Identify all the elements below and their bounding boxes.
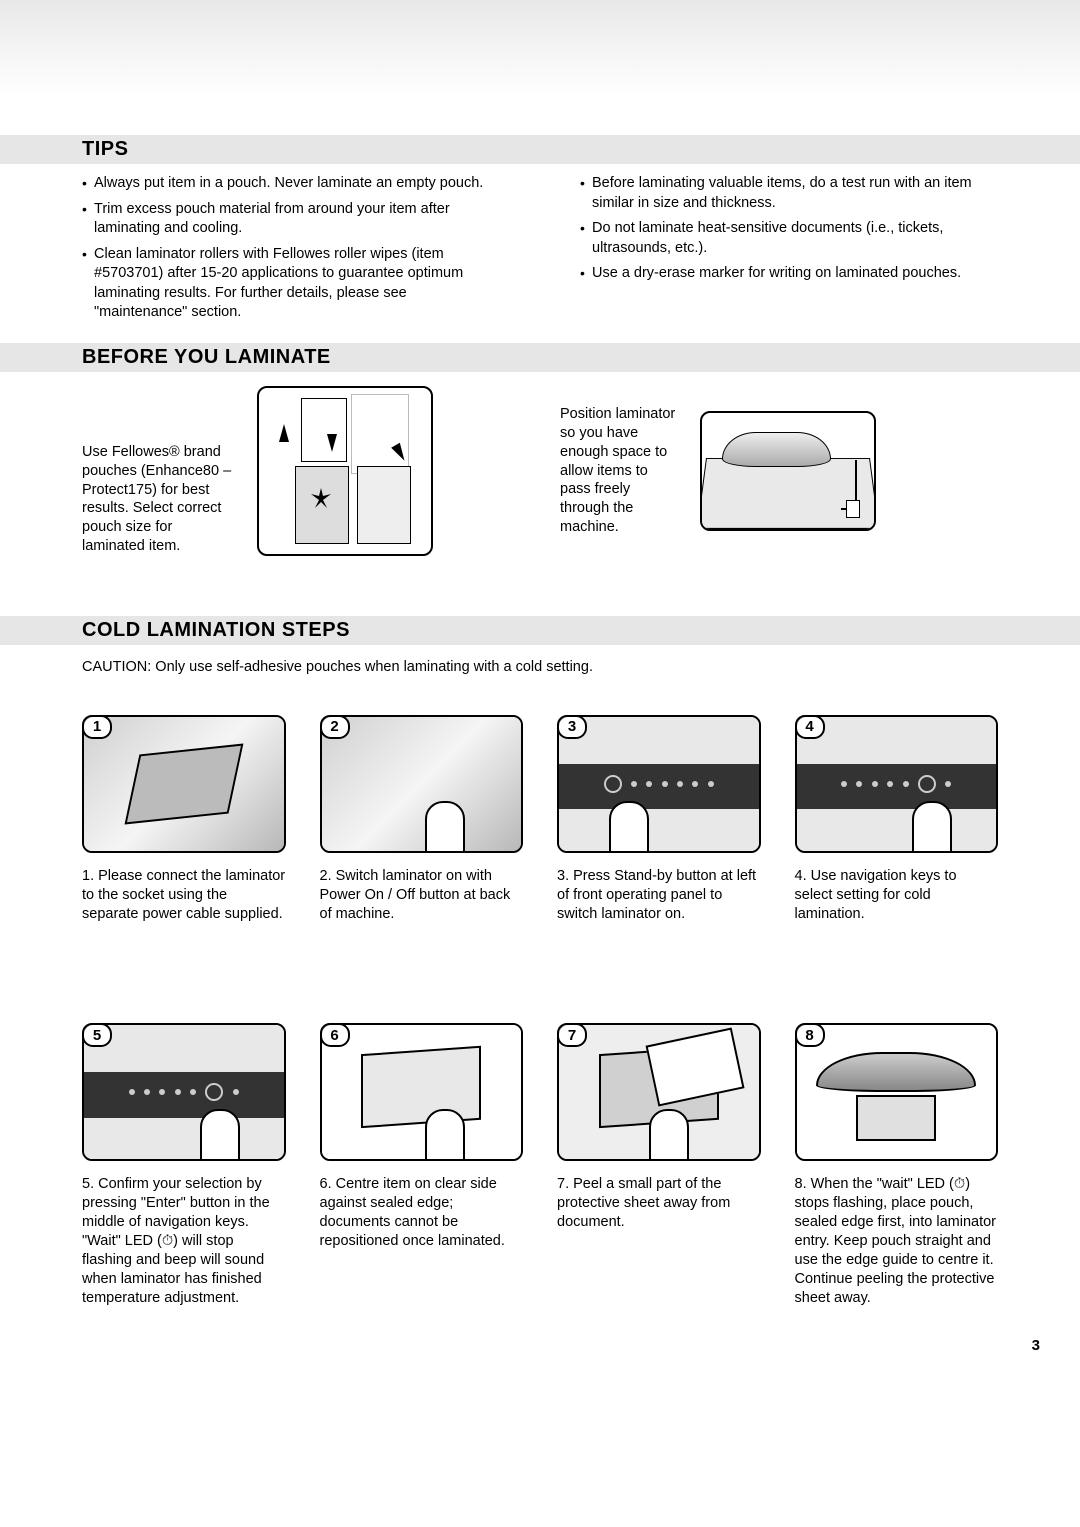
- tips-body: Always put item in a pouch. Never lamina…: [82, 174, 998, 329]
- step-number: 3: [557, 715, 587, 739]
- step-4: 4 4. Use navigation keys to select setti…: [795, 715, 999, 924]
- step-caption: 4. Use navigation keys to select setting…: [795, 867, 999, 924]
- before-left-text: Use Fellowes® brand pouches (Enhance80 –…: [82, 443, 237, 556]
- steps-grid: 1 1. Please connect the laminator to the…: [82, 715, 998, 1307]
- tip-item: Trim excess pouch material from around y…: [82, 200, 500, 239]
- step-8-illustration: 8: [795, 1023, 999, 1161]
- step-caption: 6. Centre item on clear side against sea…: [320, 1175, 524, 1250]
- tip-item: Always put item in a pouch. Never lamina…: [82, 174, 500, 194]
- tip-item: Do not laminate heat-sensitive documents…: [580, 219, 998, 258]
- tips-right-col: Before laminating valuable items, do a t…: [580, 174, 998, 329]
- tips-heading: TIPS: [82, 138, 1080, 161]
- step-4-illustration: 4: [795, 715, 999, 853]
- before-heading: BEFORE YOU LAMINATE: [82, 346, 1080, 369]
- cold-caution: CAUTION: Only use self-adhesive pouches …: [82, 659, 998, 675]
- step-2-illustration: 2: [320, 715, 524, 853]
- step-number: 6: [320, 1023, 350, 1047]
- step-number: 4: [795, 715, 825, 739]
- step-number: 1: [82, 715, 112, 739]
- step-6-illustration: 6: [320, 1023, 524, 1161]
- step-5: 5 5. Confirm your selection by pressing …: [82, 1023, 286, 1307]
- step-3: 3 3. Press Stand-by button at left of fr…: [557, 715, 761, 924]
- step-caption: 1. Please connect the laminator to the s…: [82, 867, 286, 924]
- pouch-selection-illustration: [257, 386, 433, 556]
- step-7: 7 7. Peel a small part of the protective…: [557, 1023, 761, 1307]
- tips-heading-bar: TIPS: [0, 135, 1080, 164]
- before-body: Use Fellowes® brand pouches (Enhance80 –…: [82, 386, 998, 556]
- before-heading-bar: BEFORE YOU LAMINATE: [0, 343, 1080, 372]
- tip-item: Clean laminator rollers with Fellowes ro…: [82, 245, 500, 323]
- step-3-illustration: 3: [557, 715, 761, 853]
- step-caption: 3. Press Stand-by button at left of fron…: [557, 867, 761, 924]
- step-caption: 5. Confirm your selection by pressing "E…: [82, 1175, 286, 1307]
- step-number: 5: [82, 1023, 112, 1047]
- step-2: 2 2. Switch laminator on with Power On /…: [320, 715, 524, 924]
- page-number: 3: [0, 1307, 1080, 1354]
- step-1-illustration: 1: [82, 715, 286, 853]
- step-caption: 7. Peel a small part of the protective s…: [557, 1175, 761, 1232]
- before-right-text: Position laminator so you have enough sp…: [560, 405, 680, 537]
- tip-item: Before laminating valuable items, do a t…: [580, 174, 998, 213]
- step-7-illustration: 7: [557, 1023, 761, 1161]
- step-8: 8 8. When the "wait" LED (⏱) stops flash…: [795, 1023, 999, 1307]
- step-number: 8: [795, 1023, 825, 1047]
- step-number: 2: [320, 715, 350, 739]
- step-6: 6 6. Centre item on clear side against s…: [320, 1023, 524, 1307]
- step-1: 1 1. Please connect the laminator to the…: [82, 715, 286, 924]
- top-gradient: [0, 0, 1080, 95]
- positioning-illustration: [700, 411, 876, 531]
- step-number: 7: [557, 1023, 587, 1047]
- tip-item: Use a dry-erase marker for writing on la…: [580, 264, 998, 284]
- step-5-illustration: 5: [82, 1023, 286, 1161]
- cold-heading: COLD LAMINATION STEPS: [82, 619, 1080, 642]
- step-caption: 8. When the "wait" LED (⏱) stops flashin…: [795, 1175, 999, 1307]
- tips-left-col: Always put item in a pouch. Never lamina…: [82, 174, 500, 329]
- cold-heading-bar: COLD LAMINATION STEPS: [0, 616, 1080, 645]
- step-caption: 2. Switch laminator on with Power On / O…: [320, 867, 524, 924]
